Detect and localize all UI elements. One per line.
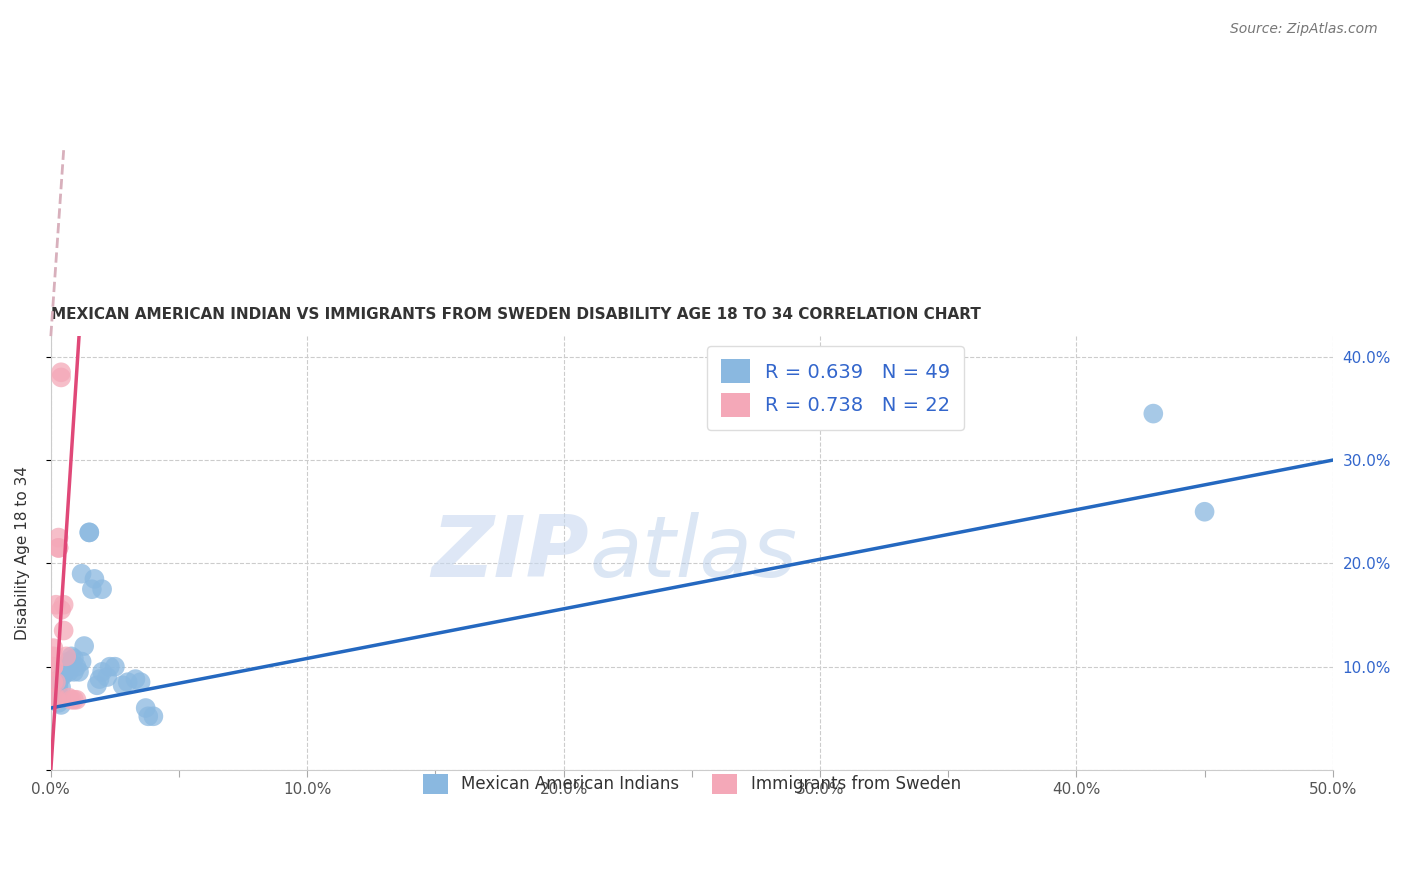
Point [55,649,77,664]
Point [79,525,101,540]
Point [42,659,65,673]
Text: MEXICAN AMERICAN INDIAN VS IMMIGRANTS FROM SWEDEN DISABILITY AGE 18 TO 34 CORREL: MEXICAN AMERICAN INDIAN VS IMMIGRANTS FR… [51,308,981,322]
Text: atlas: atlas [589,511,797,595]
Point [60,692,83,706]
Text: Source: ZipAtlas.com: Source: ZipAtlas.com [1230,22,1378,37]
Point [63,692,86,706]
Point [70,655,93,669]
Point [129,675,152,690]
Point [48,689,70,703]
Point [1194,505,1216,519]
Legend: Mexican American Indians, Immigrants from Sweden: Mexican American Indians, Immigrants fro… [416,767,967,801]
Point [48,531,70,545]
Point [48,678,70,692]
Point [63,665,86,679]
Point [111,678,134,692]
Point [52,598,75,612]
Point [49,690,72,705]
Point [48,541,70,555]
Point [45,690,67,705]
Point [49,681,72,695]
Point [42,649,65,664]
Point [52,624,75,638]
Point [60,657,83,672]
Point [96,670,118,684]
Point [91,582,114,597]
Point [73,639,96,653]
Point [48,696,70,710]
Point [63,651,86,665]
Point [52,665,75,679]
Point [89,672,111,686]
Point [67,665,90,679]
Text: ZIP: ZIP [432,511,589,595]
Point [49,603,72,617]
Point [55,662,77,676]
Point [48,541,70,555]
Point [45,675,67,690]
Point [42,681,65,695]
Point [45,692,67,706]
Point [70,566,93,581]
Point [79,525,101,540]
Point [136,709,159,723]
Point [42,641,65,656]
Point [65,692,87,706]
Point [124,672,146,686]
Point [58,690,80,705]
Point [83,572,105,586]
Point [91,665,114,679]
Point [45,692,67,706]
Point [48,675,70,690]
Point [52,668,75,682]
Point [65,659,87,673]
Point [80,582,103,597]
Point [49,670,72,684]
Point [42,685,65,699]
Y-axis label: Disability Age 18 to 34: Disability Age 18 to 34 [15,466,30,640]
Point [60,649,83,664]
Point [49,698,72,712]
Point [45,598,67,612]
Point [98,659,121,673]
Point [52,659,75,673]
Point [42,675,65,690]
Point [117,675,139,690]
Point [104,659,127,673]
Point [58,655,80,669]
Point [45,689,67,703]
Point [58,665,80,679]
Point [45,682,67,697]
Point [49,365,72,379]
Point [1142,407,1164,421]
Point [142,709,165,723]
Point [55,659,77,673]
Point [49,370,72,384]
Point [86,678,108,692]
Point [135,701,157,715]
Point [42,659,65,673]
